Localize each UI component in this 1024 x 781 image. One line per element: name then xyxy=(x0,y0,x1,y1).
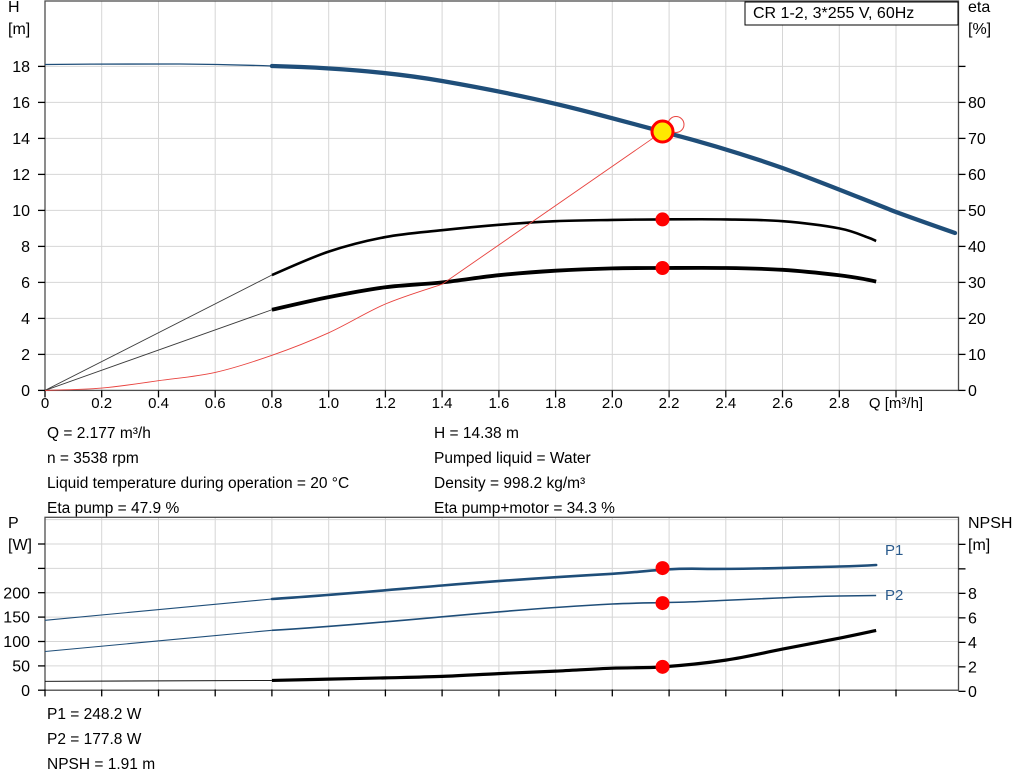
svg-text:2.8: 2.8 xyxy=(829,395,850,412)
svg-text:100: 100 xyxy=(3,634,30,651)
svg-text:0.8: 0.8 xyxy=(261,395,282,412)
svg-text:8: 8 xyxy=(21,239,30,256)
svg-text:2.4: 2.4 xyxy=(715,395,736,412)
svg-text:Pumped liquid = Water: Pumped liquid = Water xyxy=(434,450,591,467)
svg-text:0: 0 xyxy=(21,383,30,400)
svg-text:0: 0 xyxy=(968,684,977,701)
svg-text:10: 10 xyxy=(12,203,30,220)
svg-text:Eta pump = 47.9 %: Eta pump = 47.9 % xyxy=(47,500,179,517)
svg-text:70: 70 xyxy=(968,131,986,148)
svg-text:12: 12 xyxy=(12,167,30,184)
svg-text:0: 0 xyxy=(41,395,49,412)
svg-text:20: 20 xyxy=(968,311,986,328)
svg-text:H = 14.38 m: H = 14.38 m xyxy=(434,425,519,442)
svg-text:NPSH = 1.91 m: NPSH = 1.91 m xyxy=(47,756,155,773)
svg-text:2: 2 xyxy=(968,659,977,676)
svg-text:[W]: [W] xyxy=(8,537,32,554)
svg-text:150: 150 xyxy=(3,610,30,627)
svg-text:40: 40 xyxy=(968,239,986,256)
svg-text:[%]: [%] xyxy=(968,21,991,38)
svg-text:2: 2 xyxy=(21,347,30,364)
svg-text:60: 60 xyxy=(968,167,986,184)
svg-text:200: 200 xyxy=(3,585,30,602)
svg-text:0.6: 0.6 xyxy=(205,395,226,412)
svg-text:1.8: 1.8 xyxy=(545,395,566,412)
svg-text:6: 6 xyxy=(21,275,30,292)
svg-text:Q [m³/h]: Q [m³/h] xyxy=(869,395,923,412)
svg-text:n = 3538 rpm: n = 3538 rpm xyxy=(47,450,139,467)
svg-text:10: 10 xyxy=(968,347,986,364)
svg-text:Density = 998.2 kg/m³: Density = 998.2 kg/m³ xyxy=(434,475,585,492)
svg-text:1.2: 1.2 xyxy=(375,395,396,412)
svg-text:Eta pump+motor = 34.3 %: Eta pump+motor = 34.3 % xyxy=(434,500,615,517)
svg-text:2.0: 2.0 xyxy=(602,395,623,412)
svg-text:[m]: [m] xyxy=(968,537,990,554)
svg-text:[m]: [m] xyxy=(8,21,30,38)
svg-text:16: 16 xyxy=(12,95,30,112)
svg-text:4: 4 xyxy=(968,635,977,652)
svg-text:P1: P1 xyxy=(885,542,903,559)
svg-text:50: 50 xyxy=(12,659,30,676)
svg-text:2.2: 2.2 xyxy=(659,395,680,412)
svg-text:80: 80 xyxy=(968,95,986,112)
svg-text:0: 0 xyxy=(21,683,30,700)
svg-text:8: 8 xyxy=(968,586,977,603)
svg-text:0.4: 0.4 xyxy=(148,395,169,412)
svg-text:14: 14 xyxy=(12,131,30,148)
svg-text:NPSH: NPSH xyxy=(968,515,1012,532)
svg-text:Liquid temperature during oper: Liquid temperature during operation = 20… xyxy=(47,475,349,492)
svg-text:H: H xyxy=(8,0,20,16)
svg-text:P2: P2 xyxy=(885,587,903,604)
svg-text:0.2: 0.2 xyxy=(91,395,112,412)
svg-text:CR 1-2, 3*255 V, 60Hz: CR 1-2, 3*255 V, 60Hz xyxy=(753,5,914,22)
svg-text:30: 30 xyxy=(968,275,986,292)
svg-text:1.4: 1.4 xyxy=(432,395,453,412)
svg-text:1.0: 1.0 xyxy=(318,395,339,412)
svg-text:2.6: 2.6 xyxy=(772,395,793,412)
svg-text:eta: eta xyxy=(968,0,990,16)
svg-text:18: 18 xyxy=(12,59,30,76)
svg-text:Q = 2.177 m³/h: Q = 2.177 m³/h xyxy=(47,425,151,442)
svg-text:0: 0 xyxy=(968,383,977,400)
svg-text:4: 4 xyxy=(21,311,30,328)
svg-text:50: 50 xyxy=(968,203,986,220)
svg-text:P: P xyxy=(8,515,19,532)
svg-text:P1 = 248.2 W: P1 = 248.2 W xyxy=(47,706,142,723)
svg-text:1.6: 1.6 xyxy=(488,395,509,412)
svg-text:6: 6 xyxy=(968,610,977,627)
svg-text:P2 = 177.8 W: P2 = 177.8 W xyxy=(47,731,142,748)
